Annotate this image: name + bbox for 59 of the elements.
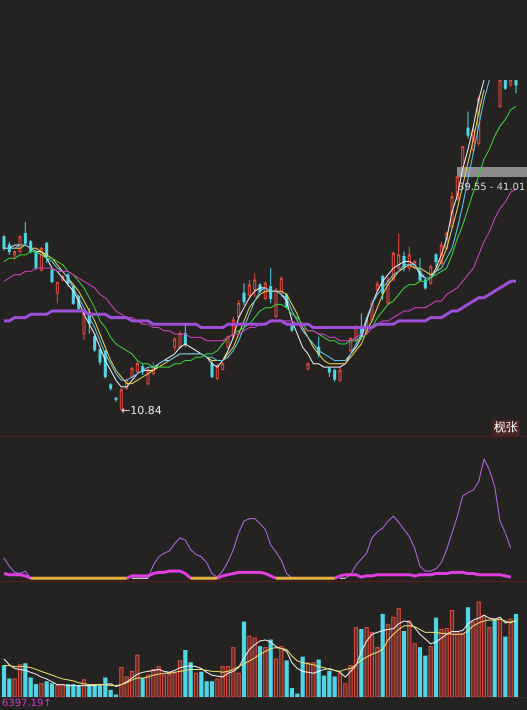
candlestick [466, 111, 470, 139]
bar [402, 630, 406, 697]
candlestick [504, 80, 507, 90]
candlestick [434, 252, 438, 268]
candlestick [13, 249, 16, 260]
candlestick [509, 80, 512, 88]
bar [498, 618, 502, 697]
bar [140, 678, 145, 697]
candlestick [109, 382, 112, 392]
candlestick [130, 366, 134, 379]
annotation: ←10.84 [121, 404, 162, 417]
candlestick [274, 287, 278, 319]
bar [359, 629, 364, 697]
bar [466, 607, 470, 697]
candlestick [306, 362, 310, 371]
candlestick [50, 268, 54, 284]
candlestick [136, 359, 139, 374]
text: 6397.19↑ [2, 698, 52, 709]
candlestick [338, 366, 342, 382]
candlestick [237, 300, 240, 319]
candlestick [461, 146, 464, 170]
candlestick [173, 336, 176, 352]
candlestick [82, 311, 86, 341]
bar [514, 614, 518, 697]
bar [263, 647, 268, 697]
candlestick [498, 80, 502, 109]
bar [503, 636, 508, 697]
candlestick [120, 388, 123, 410]
bar [242, 621, 246, 697]
candlestick [269, 268, 272, 304]
candlestick [24, 221, 27, 246]
candlestick [242, 282, 246, 306]
bar [268, 640, 273, 697]
candlestick [328, 366, 331, 378]
bar [428, 646, 433, 697]
candlestick [184, 324, 187, 348]
candlestick [221, 362, 224, 371]
candlestick [210, 360, 214, 379]
candlestick [397, 232, 400, 270]
candlestick [514, 80, 518, 94]
bar [492, 620, 497, 697]
bar [194, 672, 198, 697]
candlestick [45, 241, 48, 264]
candlestick [280, 276, 283, 298]
candlestick [114, 396, 118, 402]
candlestick [2, 234, 6, 252]
candlestick [253, 272, 256, 298]
candlestick [56, 281, 59, 304]
candlestick [333, 368, 336, 382]
bar [508, 618, 513, 697]
candlestick [248, 279, 251, 298]
candlestick [98, 348, 102, 366]
bar [380, 614, 385, 697]
bar [434, 618, 438, 697]
text: 枧张 [494, 420, 518, 434]
bar [258, 646, 262, 697]
bar [39, 683, 44, 697]
candlestick [216, 363, 219, 381]
candlestick [93, 332, 96, 352]
